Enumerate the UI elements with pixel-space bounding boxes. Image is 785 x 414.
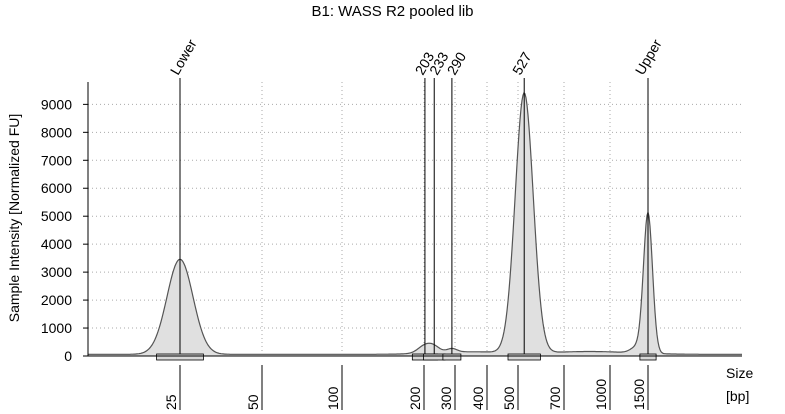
trace-fill (88, 92, 742, 357)
y-tick-label: 9000 (41, 96, 72, 112)
x-tick-label: 100 (325, 386, 341, 410)
x-tick-label: 500 (501, 386, 517, 410)
x-tick-label: 1500 (631, 379, 647, 410)
peak-box (156, 353, 204, 361)
y-tick-label: 5000 (41, 208, 72, 224)
x-axis-label-size: Size (726, 365, 753, 381)
peak-label: 527 (509, 49, 535, 77)
x-tick-label: 400 (470, 386, 486, 410)
peak-box (507, 353, 541, 361)
trace (88, 91, 742, 357)
x-tick-label: 1000 (593, 379, 609, 410)
y-tick-label: 6000 (41, 180, 72, 196)
x-tick-label: 700 (547, 386, 563, 410)
y-tick-label: 3000 (41, 264, 72, 280)
x-tick-labels: 25 50 100 200 300 400 500 700 1000 1500 (163, 365, 649, 410)
x-axis-label-unit: [bp] (726, 388, 749, 404)
peak-label: Upper (632, 36, 665, 77)
y-tick-label: 0 (64, 348, 72, 364)
axes (87, 82, 742, 357)
x-tick-label: 50 (245, 394, 261, 410)
x-tick-label: 200 (407, 386, 423, 410)
y-tick-label: 4000 (41, 236, 72, 252)
peak-box (639, 353, 657, 361)
y-tick-label: 8000 (41, 124, 72, 140)
chart-title: B1: WASS R2 pooled lib (311, 3, 474, 20)
trace-line (88, 91, 742, 355)
peak-label: Lower (167, 36, 200, 77)
peak-box (442, 353, 462, 361)
y-axis-label: Sample Intensity [Normalized FU] (6, 114, 22, 323)
x-tick-label: 25 (163, 394, 179, 410)
peak-box (423, 353, 446, 361)
x-tick-label: 300 (438, 386, 454, 410)
peak-label: 290 (444, 49, 470, 77)
y-tick-label: 1000 (41, 320, 72, 336)
y-tick-label: 2000 (41, 292, 72, 308)
y-tick-label: 7000 (41, 152, 72, 168)
y-tick-labels: 0 1000 2000 3000 4000 5000 6000 7000 8000 9000 (41, 96, 88, 364)
